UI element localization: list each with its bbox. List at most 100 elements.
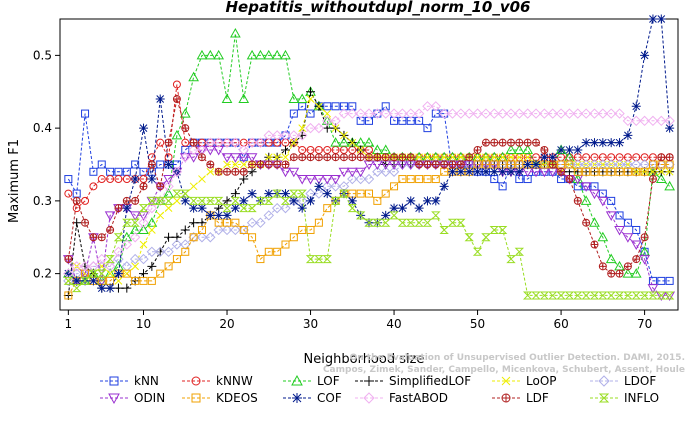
data-point (191, 393, 201, 403)
data-point (665, 276, 674, 285)
data-point (598, 393, 610, 403)
data-point (472, 247, 483, 256)
y-tick-label: 0.3 (33, 194, 52, 208)
data-point (129, 253, 141, 265)
data-point (138, 217, 149, 228)
data-point (255, 49, 266, 60)
data-point (340, 131, 348, 140)
data-point (406, 116, 415, 125)
data-point (440, 153, 449, 162)
data-point (388, 166, 400, 177)
data-point (147, 276, 156, 285)
data-point (464, 167, 474, 177)
data-point (498, 153, 507, 162)
data-point (139, 182, 148, 191)
data-point (88, 261, 99, 272)
data-point (363, 137, 375, 147)
data-point (664, 291, 675, 300)
y-axis-label: Maximum F1 (7, 139, 22, 223)
data-point (363, 173, 375, 185)
legend-item-KDEOS: KDEOS (182, 391, 258, 405)
data-point (330, 115, 341, 127)
data-point (498, 182, 507, 191)
data-point (498, 167, 508, 177)
data-point (171, 129, 183, 140)
legend-label: KDEOS (216, 391, 258, 405)
data-point (581, 138, 591, 148)
data-point (288, 167, 300, 178)
data-point (239, 160, 248, 169)
data-point (339, 189, 349, 198)
data-point (372, 108, 383, 119)
data-point (239, 204, 249, 213)
data-point (106, 175, 115, 184)
data-point (323, 153, 332, 162)
data-point (97, 160, 106, 169)
data-point (498, 138, 507, 147)
data-point (557, 167, 566, 176)
data-point (172, 80, 181, 89)
data-point (181, 138, 190, 147)
data-point (447, 108, 458, 119)
series-line-FastABOD (68, 105, 670, 274)
data-point (264, 247, 273, 256)
data-point (63, 275, 74, 287)
legend-item-COF: COF (283, 391, 342, 405)
legend-label: LDF (526, 391, 549, 405)
data-point (598, 291, 608, 300)
data-point (539, 108, 550, 119)
data-point (255, 196, 266, 205)
data-point (131, 276, 140, 285)
data-point (356, 153, 365, 162)
data-point (180, 196, 190, 206)
data-point (188, 71, 199, 82)
data-point (89, 182, 98, 191)
data-point (547, 108, 558, 119)
data-point (156, 182, 165, 191)
data-point (330, 175, 341, 185)
data-point (388, 108, 400, 119)
data-point (347, 196, 357, 206)
data-point (131, 196, 140, 205)
series-FastABOD (63, 101, 675, 279)
data-point (431, 196, 441, 206)
data-point (648, 14, 658, 24)
data-point (363, 392, 375, 404)
data-point (556, 145, 566, 155)
data-point (631, 115, 642, 127)
data-point (81, 218, 90, 227)
data-point (605, 253, 617, 264)
data-point (355, 167, 367, 178)
data-point (665, 123, 675, 133)
data-point (597, 159, 609, 170)
data-point (105, 283, 115, 293)
data-point (548, 291, 558, 300)
data-point (139, 123, 149, 133)
data-point (555, 108, 567, 119)
data-point (356, 189, 365, 198)
data-point (482, 153, 490, 162)
legend-label: FastABOD (389, 391, 448, 405)
data-point (605, 159, 617, 170)
data-point (205, 232, 216, 243)
data-point (289, 153, 298, 162)
data-point (255, 137, 266, 148)
data-point (213, 196, 224, 205)
data-point (189, 233, 198, 242)
data-point (156, 269, 165, 278)
data-point (173, 197, 181, 205)
x-tick-label: 20 (219, 317, 234, 331)
data-point (530, 108, 542, 119)
data-point (213, 49, 225, 60)
legend-label: INFLO (624, 391, 659, 405)
data-point (506, 138, 515, 147)
data-point (522, 291, 533, 300)
data-point (163, 246, 174, 258)
data-point (598, 138, 608, 148)
data-point (306, 196, 316, 206)
data-point (389, 203, 399, 213)
data-point (263, 49, 275, 60)
legend-label: COF (317, 391, 342, 405)
data-point (422, 218, 433, 227)
data-point (246, 217, 258, 228)
